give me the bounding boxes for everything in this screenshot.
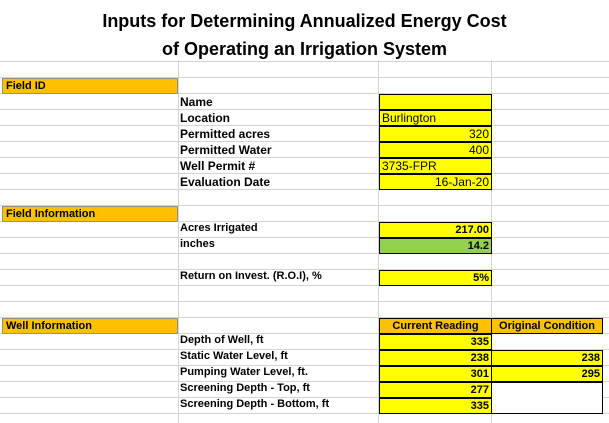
pumping-water-level-current[interactable]: 301 [379,366,492,382]
location-label: Location [180,111,230,125]
screening-depth-top-label: Screening Depth - Top, ft [180,382,310,394]
inches-label: inches [180,238,215,250]
section-header-field-information: Field Information [2,206,178,222]
well-permit-input[interactable]: 3735-FPR [379,158,492,174]
evaluation-date-input[interactable]: 16-Jan-20 [379,174,492,190]
column-header-original-condition: Original Condition [491,318,603,334]
acres-irrigated-label: Acres Irrigated [180,222,258,234]
screening-depth-top-current[interactable]: 277 [379,382,492,398]
section-header-well-information: Well Information [2,318,178,334]
well-permit-label: Well Permit # [180,159,256,173]
acres-irrigated-input[interactable]: 217.00 [379,222,492,238]
permitted-acres-label: Permitted acres [180,127,271,141]
inches-value: 14.2 [379,238,492,254]
permitted-acres-input[interactable]: 320 [379,126,492,142]
pumping-water-level-label: Pumping Water Level, ft. [180,366,308,378]
permitted-water-label: Permitted Water [180,143,272,157]
static-water-level-current[interactable]: 238 [379,350,492,366]
page-title-line2: of Operating an Irrigation System [161,39,448,59]
screening-depth-bottom-label: Screening Depth - Bottom, ft [180,398,330,410]
name-label: Name [180,95,213,109]
static-water-level-original[interactable]: 238 [491,350,603,366]
screening-depth-bottom-current[interactable]: 335 [379,398,492,414]
page-title-line1: Inputs for Determining Annualized Energy… [102,11,507,31]
static-water-level-label: Static Water Level, ft [180,350,288,362]
pumping-water-level-original[interactable]: 295 [491,366,603,382]
roi-input[interactable]: 5% [379,270,492,286]
depth-of-well-label: Depth of Well, ft [180,334,264,346]
evaluation-date-label: Evaluation Date [180,175,271,189]
permitted-water-input[interactable]: 400 [379,142,492,158]
column-header-current-reading: Current Reading [379,318,492,334]
name-input[interactable] [379,94,492,110]
depth-of-well-current[interactable]: 335 [379,334,492,350]
location-input[interactable]: Burlington [379,110,492,126]
screening-depth-original-merged[interactable] [491,382,603,414]
roi-label: Return on Invest. (R.O.I), % [180,270,322,282]
section-header-field-id: Field ID [2,78,178,94]
